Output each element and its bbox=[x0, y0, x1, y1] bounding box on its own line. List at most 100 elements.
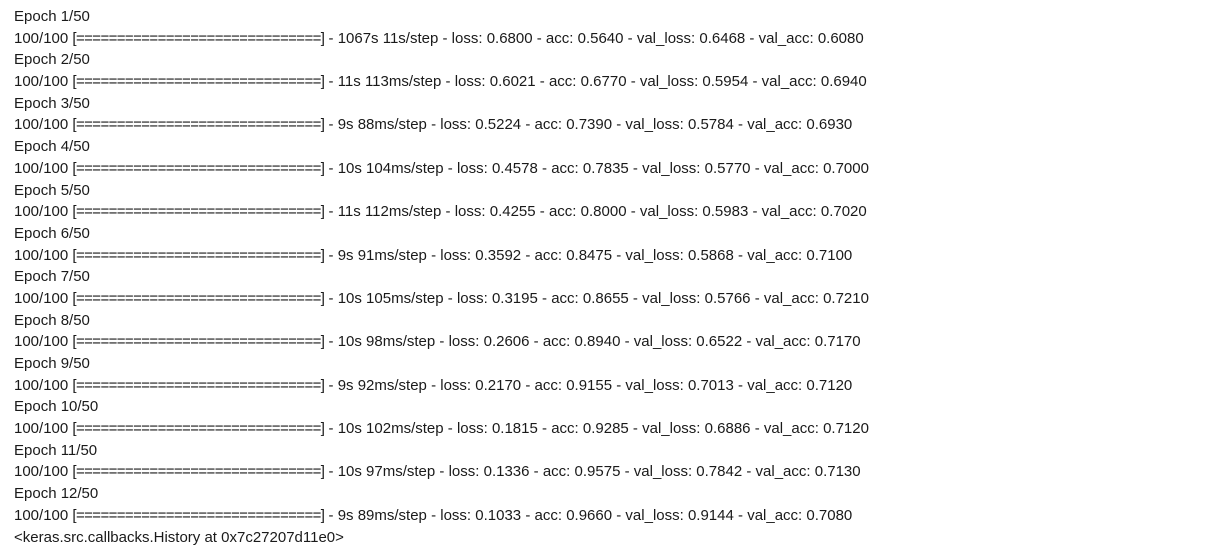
val-acc-label: val_acc: bbox=[763, 289, 824, 307]
separator: - bbox=[324, 463, 338, 481]
step-count: 100/100 bbox=[14, 420, 69, 438]
separator: - bbox=[620, 463, 634, 481]
separator: - bbox=[324, 203, 338, 221]
step-count: 100/100 bbox=[14, 203, 69, 221]
val-loss-value: 0.5770 bbox=[704, 159, 751, 177]
separator: - bbox=[324, 159, 338, 177]
separator: - bbox=[628, 159, 643, 177]
separator: - bbox=[623, 29, 637, 47]
separator: - bbox=[628, 420, 643, 438]
val-loss-label: val_loss: bbox=[639, 203, 703, 221]
separator: - bbox=[626, 73, 640, 91]
loss-label: loss: bbox=[451, 29, 487, 47]
val-loss-label: val_loss: bbox=[625, 506, 688, 524]
training-log-output: Epoch 1/50 100/100 [=====================… bbox=[14, 6, 869, 548]
val-acc-label: val_acc: bbox=[747, 116, 807, 134]
val-loss-label: val_loss: bbox=[642, 289, 705, 307]
epoch-header: Epoch 5/50 bbox=[14, 180, 869, 202]
epoch-header: Epoch 6/50 bbox=[14, 223, 869, 245]
epoch-progress-line: 100/100 [==============================]… bbox=[14, 461, 869, 483]
epoch-time: 10s bbox=[337, 333, 362, 351]
separator: - bbox=[521, 246, 535, 264]
acc-label: acc: bbox=[551, 289, 583, 307]
epoch-progress-line: 100/100 [==============================]… bbox=[14, 28, 869, 50]
progress-bar: [==============================] bbox=[72, 506, 325, 524]
acc-value: 0.9285 bbox=[582, 420, 629, 438]
epoch-label: Epoch 11/50 bbox=[14, 441, 98, 459]
val-acc-value: 0.6940 bbox=[820, 73, 867, 91]
val-acc-label: val_acc: bbox=[747, 506, 807, 524]
separator: - bbox=[521, 376, 535, 394]
val-loss-value: 0.6522 bbox=[696, 333, 743, 351]
epoch-time: 10s bbox=[337, 420, 362, 438]
val-loss-label: val_loss: bbox=[625, 246, 688, 264]
time-per-step: 102ms/step bbox=[366, 420, 444, 438]
separator: - bbox=[324, 506, 338, 524]
val-acc-value: 0.6930 bbox=[806, 116, 853, 134]
epoch-header: Epoch 8/50 bbox=[14, 310, 869, 332]
step-count: 100/100 bbox=[14, 463, 69, 481]
val-loss-value: 0.5868 bbox=[687, 246, 734, 264]
epoch-label: Epoch 10/50 bbox=[14, 398, 99, 416]
loss-value: 0.1033 bbox=[475, 506, 522, 524]
step-count: 100/100 bbox=[14, 506, 69, 524]
acc-label: acc: bbox=[534, 116, 567, 134]
step-count: 100/100 bbox=[14, 246, 69, 264]
separator: - bbox=[532, 29, 546, 47]
epoch-time: 10s bbox=[337, 159, 362, 177]
epoch-header: Epoch 1/50 bbox=[14, 6, 869, 28]
step-count: 100/100 bbox=[14, 73, 69, 91]
time-per-step: 104ms/step bbox=[366, 159, 444, 177]
val-acc-value: 0.7080 bbox=[806, 506, 853, 524]
epoch-progress-line: 100/100 [==============================]… bbox=[14, 288, 869, 310]
loss-value: 0.1815 bbox=[491, 420, 538, 438]
separator: - bbox=[742, 463, 756, 481]
loss-value: 0.6021 bbox=[489, 73, 536, 91]
val-loss-value: 0.5983 bbox=[702, 203, 749, 221]
separator: - bbox=[521, 116, 535, 134]
separator: - bbox=[426, 376, 441, 394]
loss-label: loss: bbox=[456, 159, 492, 177]
separator: - bbox=[438, 29, 452, 47]
time-per-step: 91ms/step bbox=[357, 246, 427, 264]
val-acc-value: 0.7120 bbox=[823, 420, 869, 438]
separator: - bbox=[733, 506, 748, 524]
loss-value: 0.4578 bbox=[491, 159, 538, 177]
val-loss-label: val_loss: bbox=[633, 333, 697, 351]
separator: - bbox=[733, 376, 748, 394]
separator: - bbox=[535, 73, 549, 91]
epoch-header: Epoch 3/50 bbox=[14, 93, 869, 115]
epoch-header: Epoch 12/50 bbox=[14, 483, 869, 505]
acc-value: 0.9660 bbox=[566, 506, 613, 524]
step-count: 100/100 bbox=[14, 159, 69, 177]
epoch-header: Epoch 9/50 bbox=[14, 353, 869, 375]
separator: - bbox=[324, 116, 338, 134]
separator: - bbox=[435, 463, 449, 481]
time-per-step: 97ms/step bbox=[366, 463, 436, 481]
progress-bar: [==============================] bbox=[72, 289, 325, 307]
val-acc-label: val_acc: bbox=[755, 333, 815, 351]
val-acc-label: val_acc: bbox=[763, 159, 824, 177]
val-loss-value: 0.7842 bbox=[696, 463, 743, 481]
val-acc-value: 0.6080 bbox=[817, 29, 864, 47]
val-loss-label: val_loss: bbox=[625, 376, 688, 394]
progress-bar: [==============================] bbox=[72, 420, 325, 438]
separator: - bbox=[441, 73, 455, 91]
separator: - bbox=[443, 420, 457, 438]
separator: - bbox=[443, 159, 457, 177]
epoch-label: Epoch 9/50 bbox=[14, 355, 90, 372]
time-per-step: 92ms/step bbox=[357, 376, 427, 394]
val-acc-value: 0.7210 bbox=[823, 289, 869, 307]
epoch-progress-line: 100/100 [==============================]… bbox=[14, 71, 869, 93]
val-loss-value: 0.6468 bbox=[699, 29, 746, 47]
val-loss-value: 0.7013 bbox=[687, 376, 734, 394]
separator: - bbox=[537, 159, 552, 177]
separator: - bbox=[324, 29, 338, 47]
separator: - bbox=[324, 73, 338, 91]
epoch-label: Epoch 3/50 bbox=[14, 94, 90, 112]
epoch-label: Epoch 4/50 bbox=[14, 138, 90, 156]
separator: - bbox=[748, 203, 762, 221]
step-count: 100/100 bbox=[14, 333, 69, 351]
separator: - bbox=[626, 203, 640, 221]
val-acc-value: 0.7100 bbox=[806, 246, 853, 264]
